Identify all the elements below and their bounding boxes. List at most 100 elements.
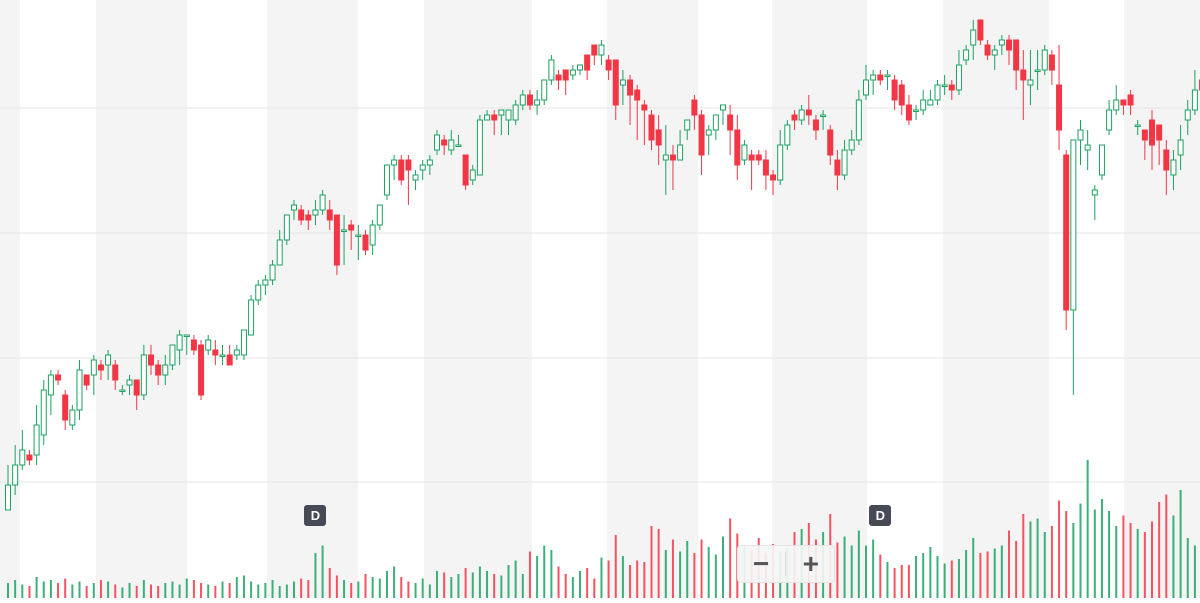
candlestick[interactable] <box>599 40 604 65</box>
volume-bar <box>958 559 960 598</box>
candlestick[interactable] <box>63 390 68 430</box>
volume-bar <box>336 576 338 599</box>
candlestick[interactable] <box>406 155 411 205</box>
volume-bar <box>536 556 538 598</box>
volume-bar <box>1101 499 1103 598</box>
dividend-marker[interactable]: D <box>869 505 891 526</box>
candlestick[interactable] <box>1107 100 1112 135</box>
candlestick[interactable] <box>1114 85 1119 115</box>
zoom-in-button[interactable]: + <box>789 547 833 581</box>
candlestick[interactable] <box>549 55 554 85</box>
volume-bar <box>622 556 624 598</box>
candlestick[interactable] <box>885 70 890 90</box>
candlestick[interactable] <box>914 105 919 120</box>
candlestick[interactable] <box>227 345 232 365</box>
candlestick[interactable] <box>463 155 468 190</box>
candlestick[interactable] <box>563 70 568 95</box>
candlestick[interactable] <box>1092 185 1097 220</box>
candlestick[interactable] <box>191 335 196 355</box>
volume-bar <box>493 574 495 598</box>
candlestick[interactable] <box>363 230 368 255</box>
candlestick[interactable] <box>284 215 289 245</box>
volume-bar <box>329 568 331 598</box>
candlestick[interactable] <box>570 65 575 80</box>
candlestick[interactable] <box>392 155 397 180</box>
candlestick[interactable] <box>585 55 590 80</box>
candlestick[interactable] <box>763 150 768 190</box>
candlestick[interactable] <box>928 90 933 105</box>
candlestick[interactable] <box>213 340 218 365</box>
volume-bar <box>150 585 152 599</box>
candlestick[interactable] <box>1085 130 1090 170</box>
volume-bar <box>1144 532 1146 598</box>
candlestick[interactable] <box>785 120 790 150</box>
candlestick[interactable] <box>1042 45 1047 75</box>
candlestick[interactable] <box>906 95 911 125</box>
candlestick[interactable] <box>535 90 540 115</box>
candlestick[interactable] <box>871 70 876 95</box>
candlestick[interactable] <box>199 340 204 400</box>
candlestick[interactable] <box>370 220 375 255</box>
candlestick[interactable] <box>413 170 418 190</box>
volume-bar <box>929 547 931 598</box>
candlestick[interactable] <box>70 405 75 430</box>
candlestick[interactable] <box>899 80 904 115</box>
candlestick[interactable] <box>699 110 704 175</box>
volume-bar <box>164 583 166 598</box>
candlestick[interactable] <box>592 45 597 65</box>
candlestick[interactable] <box>735 115 740 180</box>
volume-bar <box>636 561 638 599</box>
candlestick[interactable] <box>1049 50 1054 85</box>
volume-bar <box>600 558 602 599</box>
candlestick[interactable] <box>1099 145 1104 180</box>
candlestick[interactable] <box>921 90 926 115</box>
candlestick[interactable] <box>399 155 404 185</box>
candlestick[interactable] <box>249 295 254 335</box>
candlestick[interactable] <box>27 450 32 465</box>
candlestick[interactable] <box>749 150 754 190</box>
candlestick[interactable] <box>206 335 211 355</box>
candlestick[interactable] <box>1057 45 1062 150</box>
background-band <box>772 0 867 598</box>
candlestick[interactable] <box>384 165 389 200</box>
candlestick[interactable] <box>742 140 747 165</box>
candlestick[interactable] <box>935 80 940 105</box>
candlestick[interactable] <box>728 105 733 155</box>
candlestick[interactable] <box>706 125 711 155</box>
volume-bar <box>415 583 417 598</box>
candlestick[interactable] <box>220 345 225 365</box>
candlestick[interactable] <box>721 105 726 125</box>
candlestick[interactable] <box>241 330 246 360</box>
candlestick[interactable] <box>878 70 883 85</box>
candlestick[interactable] <box>34 405 39 465</box>
volume-bar <box>1137 529 1139 598</box>
volume-bar <box>915 556 917 598</box>
candlestick[interactable] <box>41 380 46 445</box>
zoom-out-button[interactable]: − <box>739 547 783 581</box>
candlestick[interactable] <box>84 375 89 390</box>
volume-bar <box>264 583 266 598</box>
candlestick[interactable] <box>20 430 25 470</box>
candlestick[interactable] <box>256 280 261 305</box>
candlestick[interactable] <box>1078 120 1083 165</box>
candlestick[interactable] <box>1064 150 1069 330</box>
volume-bar <box>987 552 989 599</box>
candlestick[interactable] <box>578 65 583 75</box>
candlestick[interactable] <box>77 360 82 420</box>
candlestick[interactable] <box>48 370 53 415</box>
candlestick[interactable] <box>756 150 761 165</box>
candlestick[interactable] <box>377 205 382 230</box>
candlestick[interactable] <box>713 115 718 140</box>
candlestick[interactable] <box>542 80 547 105</box>
candlestick[interactable] <box>91 355 96 395</box>
candlestick[interactable] <box>477 115 482 175</box>
volume-bar <box>343 580 345 598</box>
candlestick[interactable] <box>892 75 897 110</box>
dividend-marker[interactable]: D <box>304 505 326 526</box>
candlestick[interactable] <box>556 70 561 90</box>
candlestick[interactable] <box>56 370 61 385</box>
candlestick[interactable] <box>1071 140 1076 395</box>
